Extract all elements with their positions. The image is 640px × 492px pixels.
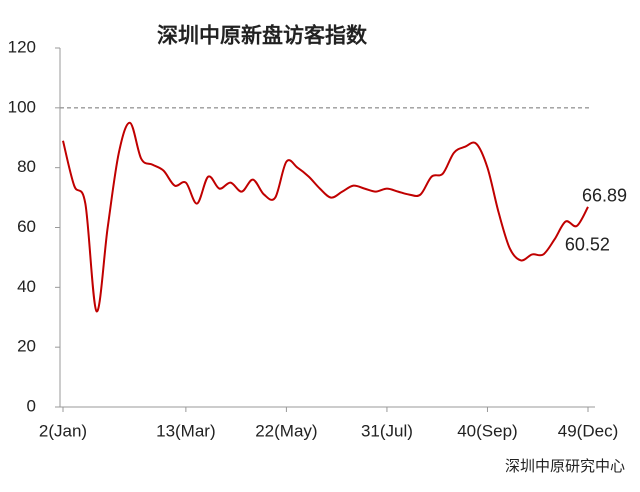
x-tick-label: 13(Mar) (156, 421, 216, 440)
y-tick-label: 40 (17, 277, 36, 296)
value-label: 66.89 (582, 186, 627, 206)
y-tick-label: 120 (8, 37, 36, 56)
y-tick-label: 100 (8, 97, 36, 116)
x-tick-label: 22(May) (255, 421, 317, 440)
source: 深圳中原研究中心 (505, 457, 625, 475)
x-tick-label: 40(Sep) (457, 421, 517, 440)
chart-title: 深圳中原新盘访客指数 (157, 23, 368, 48)
y-tick-label: 60 (17, 217, 36, 236)
x-tick-label: 31(Jul) (361, 421, 413, 440)
x-tick-label: 49(Dec) (558, 421, 618, 440)
y-tick-label: 0 (27, 396, 36, 415)
line (62, 121, 589, 313)
x-tick-label: 2(Jan) (39, 421, 87, 440)
value-label: 60.52 (565, 235, 610, 255)
y-tick-label: 80 (17, 157, 36, 176)
y-tick-label: 20 (17, 337, 36, 356)
